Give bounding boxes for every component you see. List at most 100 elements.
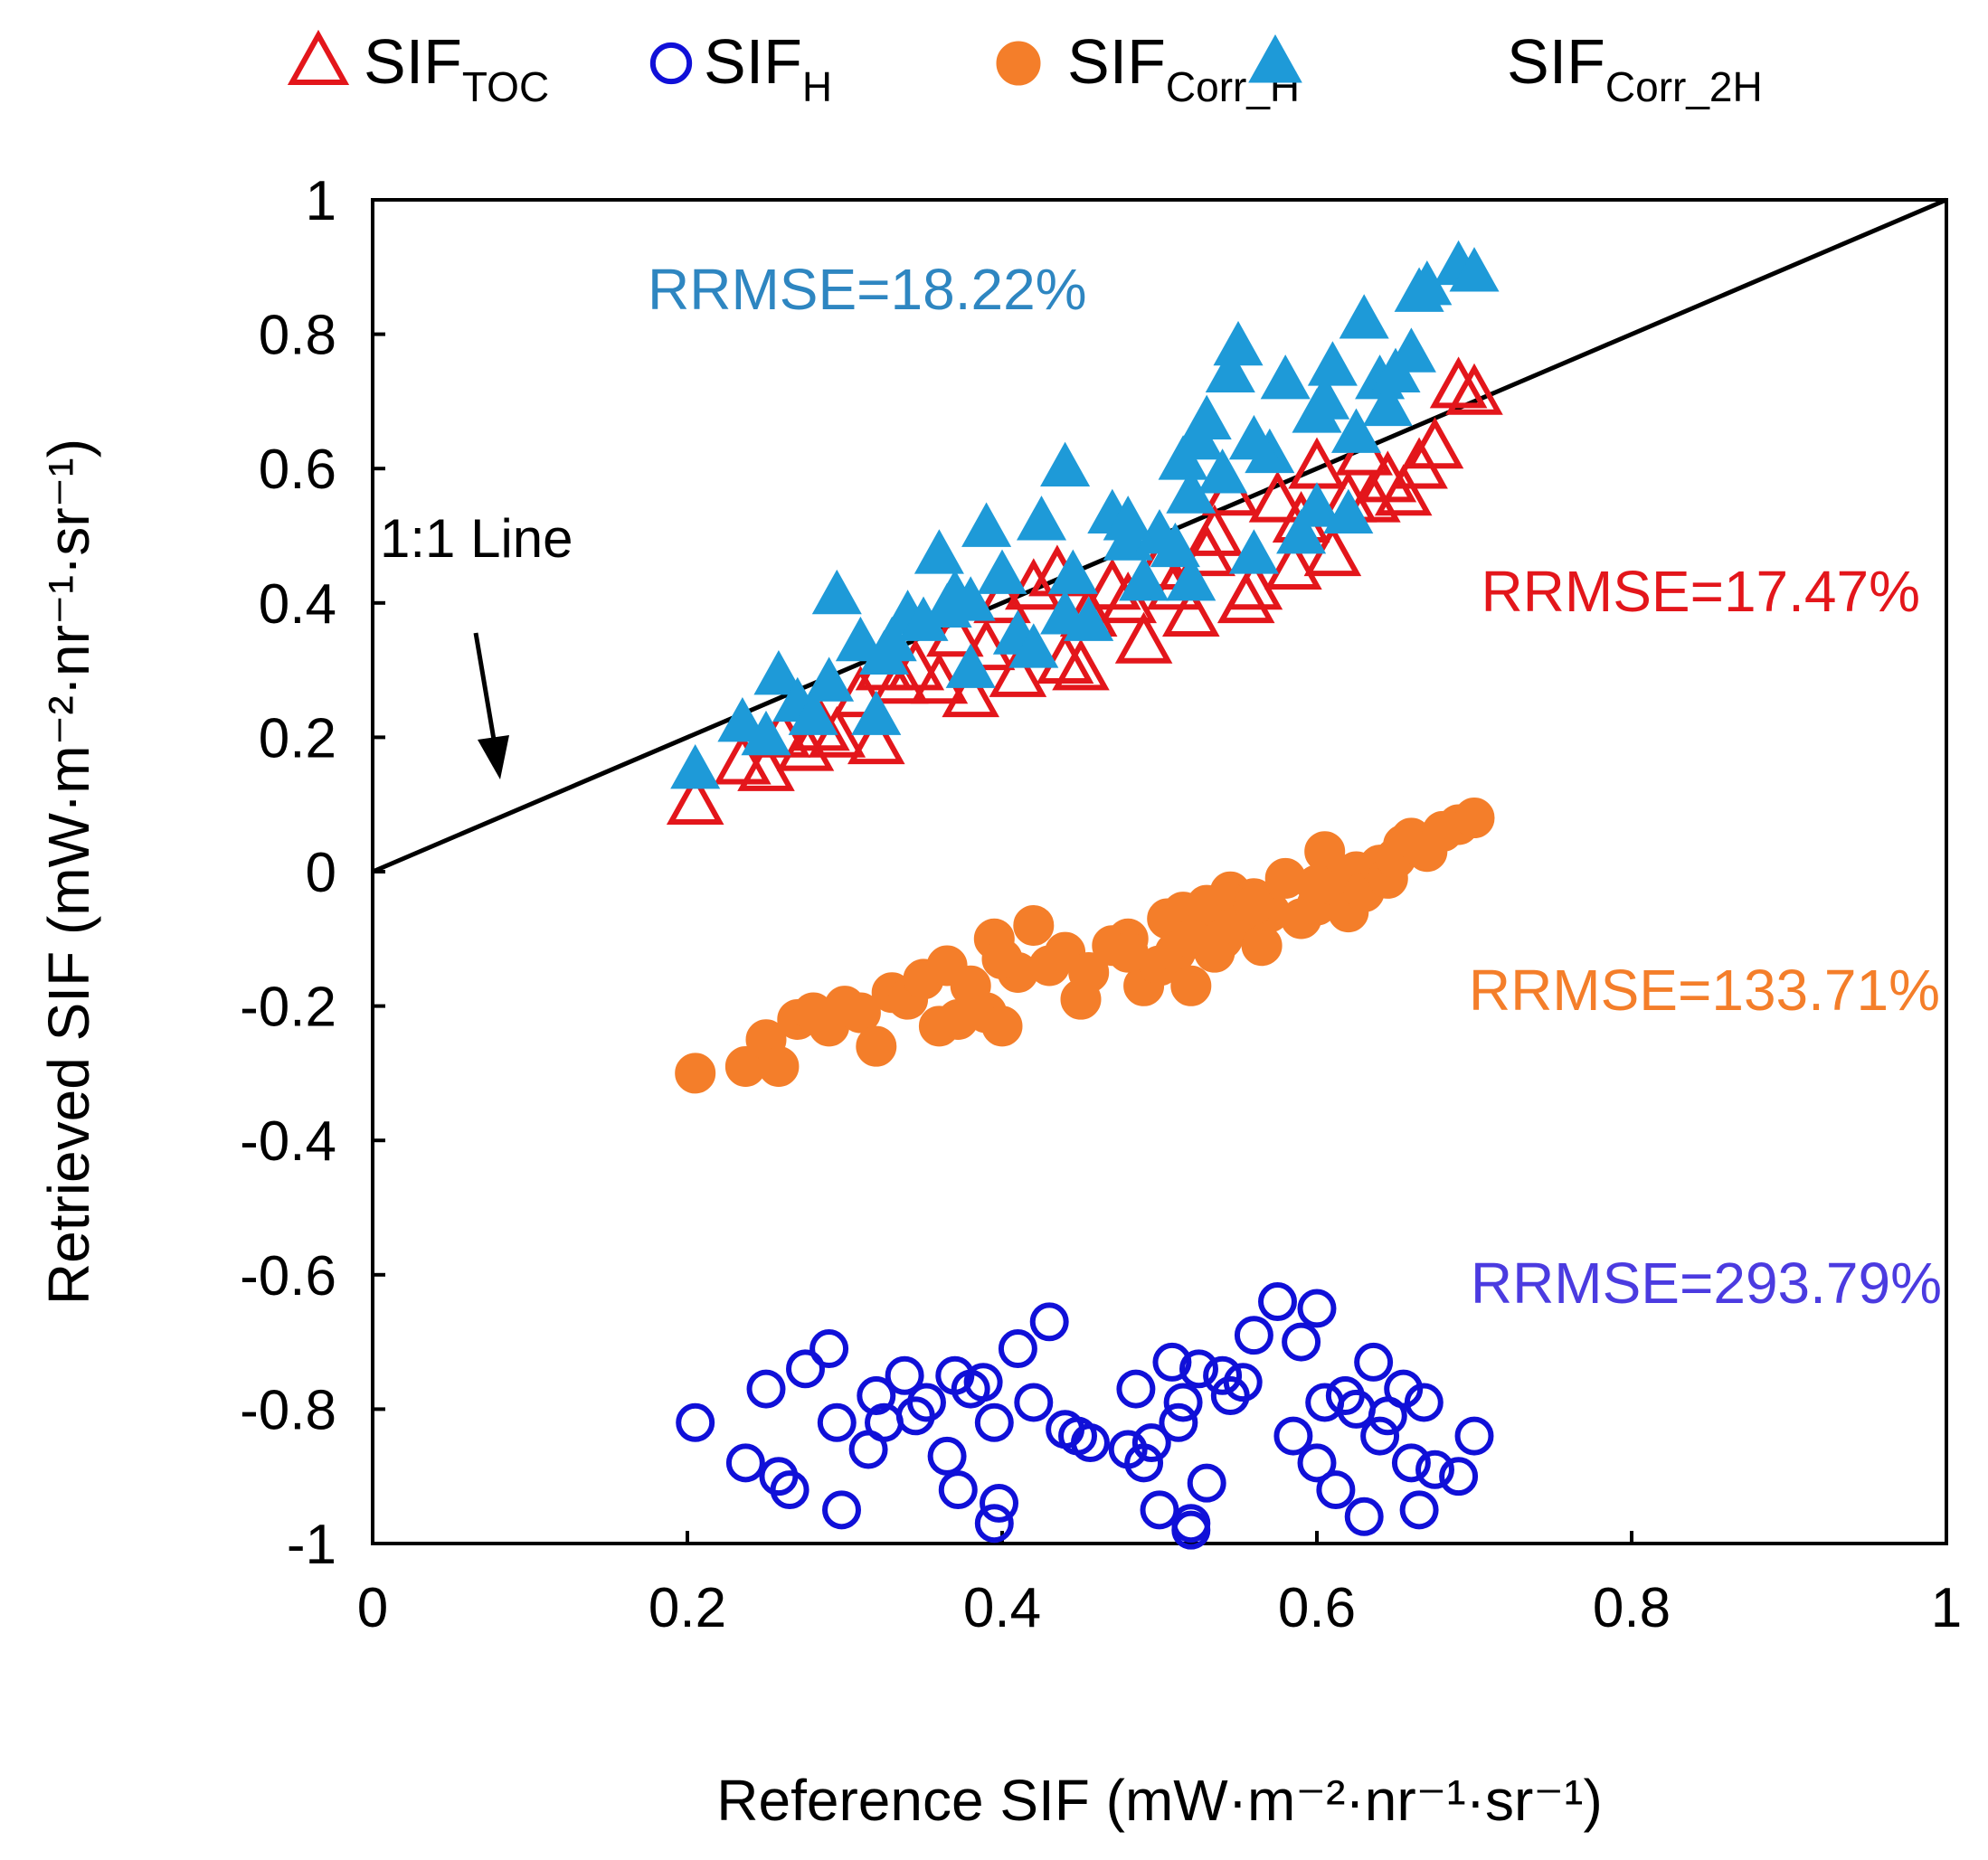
data-point	[1282, 1322, 1321, 1362]
data-point	[770, 1470, 809, 1510]
data-point	[1330, 408, 1382, 453]
data-point	[1223, 1363, 1263, 1402]
data-point	[885, 1355, 924, 1395]
data-point	[1116, 1369, 1156, 1409]
one-to-one-label: 1:1 Line	[380, 508, 573, 569]
legend-item-sif-corr-2h[interactable]: SIFCorr_2H	[1248, 26, 1763, 110]
data-point	[945, 643, 996, 688]
data-point	[676, 1402, 715, 1442]
data-point	[974, 1504, 1014, 1544]
y-tick-label: -0.2	[240, 977, 336, 1039]
series-sif-corr-2h	[670, 240, 1500, 789]
data-point	[811, 569, 862, 615]
legend-item-sif-corr-h[interactable]: SIFCorr_H	[996, 26, 1300, 110]
data-point	[786, 1349, 825, 1389]
data-point	[1354, 1342, 1394, 1382]
data-point	[809, 1329, 849, 1369]
data-point	[851, 690, 902, 735]
data-point	[1273, 1416, 1313, 1456]
data-point	[1297, 1443, 1337, 1483]
data-point	[1047, 549, 1098, 594]
data-point	[839, 992, 881, 1034]
data-point	[1276, 508, 1327, 554]
data-point	[835, 616, 885, 662]
legend-label: SIFTOC	[364, 26, 549, 110]
x-tick-label: 0.2	[648, 1577, 726, 1639]
data-point	[1171, 1510, 1211, 1550]
data-point	[1344, 1496, 1384, 1536]
x-tick-label: 0.6	[1278, 1577, 1356, 1639]
y-tick-label: 0.2	[259, 707, 336, 769]
data-point	[1454, 1416, 1494, 1456]
data-point	[1449, 247, 1500, 292]
data-point	[938, 1470, 978, 1510]
data-point	[1362, 381, 1413, 427]
data-point	[1316, 1470, 1356, 1510]
legend-label-base: SIF	[1067, 26, 1166, 97]
data-point	[741, 710, 791, 756]
legend-marker	[1248, 33, 1302, 83]
data-point	[1181, 394, 1232, 440]
data-point	[977, 549, 1027, 594]
data-point	[1008, 623, 1059, 668]
data-point	[1198, 448, 1248, 494]
data-point	[1213, 320, 1264, 366]
data-point	[1258, 1282, 1297, 1322]
legend-label: SIFH	[704, 26, 832, 110]
data-point	[847, 713, 905, 765]
data-point	[961, 502, 1012, 547]
data-point	[1016, 496, 1067, 541]
data-point	[981, 939, 1023, 980]
data-point	[725, 1443, 765, 1483]
data-point	[1292, 482, 1342, 527]
data-point	[753, 649, 804, 695]
arrow-head	[478, 735, 509, 779]
data-point	[1068, 951, 1110, 993]
data-point	[1439, 1457, 1479, 1496]
series-sif-corr-h	[675, 798, 1495, 1094]
data-point	[1248, 470, 1307, 523]
data-point	[1203, 1355, 1243, 1395]
legend-label-base: SIF	[1507, 26, 1605, 97]
data-point	[746, 1369, 786, 1409]
legend-label: SIFCorr_2H	[1507, 26, 1763, 110]
legend-item-sif-h[interactable]: SIFH	[649, 26, 832, 110]
data-point	[1114, 611, 1173, 664]
data-point	[1170, 918, 1212, 959]
data-point	[1205, 347, 1255, 392]
data-point	[1228, 414, 1279, 460]
data-point	[1124, 1443, 1164, 1483]
data-point	[675, 1053, 716, 1094]
data-point	[1225, 558, 1283, 610]
data-point	[666, 773, 724, 826]
data-point	[980, 1483, 1019, 1523]
data-point	[1233, 884, 1274, 926]
rrmse-label-toc: RRMSE=17.47%	[1481, 559, 1920, 624]
x-tick-label: 0	[357, 1577, 388, 1639]
legend-item-sif-toc[interactable]: SIFTOC	[287, 26, 549, 110]
data-point	[856, 1025, 897, 1067]
legend-label-base: SIF	[704, 26, 802, 97]
data-point	[788, 690, 838, 735]
legend-label-sub: Corr_2H	[1605, 63, 1763, 110]
data-point	[1029, 1302, 1069, 1342]
plot-layer	[371, 197, 1948, 1550]
data-point	[1140, 1490, 1179, 1530]
legend: SIFTOC SIFH SIFCorr_H SIFCorr_2H	[287, 26, 1763, 110]
data-point	[1234, 1316, 1273, 1355]
data-point	[1399, 1490, 1439, 1530]
data-point	[737, 739, 795, 791]
data-point	[1374, 464, 1433, 516]
y-tick-label: 0	[306, 842, 336, 904]
data-point	[1119, 555, 1169, 601]
data-point	[1186, 504, 1244, 556]
y-tick-label: 0.4	[259, 573, 336, 636]
data-point	[758, 1045, 800, 1087]
label-layer: -1 -0.8 -0.6 -0.4 -0.2 0 0.2 0.4 0.6 0.8 1 0 0.2 0.4 0…	[36, 170, 1962, 1833]
y-axis-label: Retrieved SIF (mW·m⁻²·nr⁻¹·sr⁻¹)	[36, 439, 101, 1305]
data-point	[1404, 1383, 1444, 1422]
y-tick-label: 0.8	[259, 305, 336, 367]
data-point	[1013, 904, 1055, 946]
x-axis-label: Reference SIF (mW·m⁻²·nr⁻¹·sr⁻¹)	[716, 1768, 1603, 1833]
data-point	[1107, 931, 1149, 973]
